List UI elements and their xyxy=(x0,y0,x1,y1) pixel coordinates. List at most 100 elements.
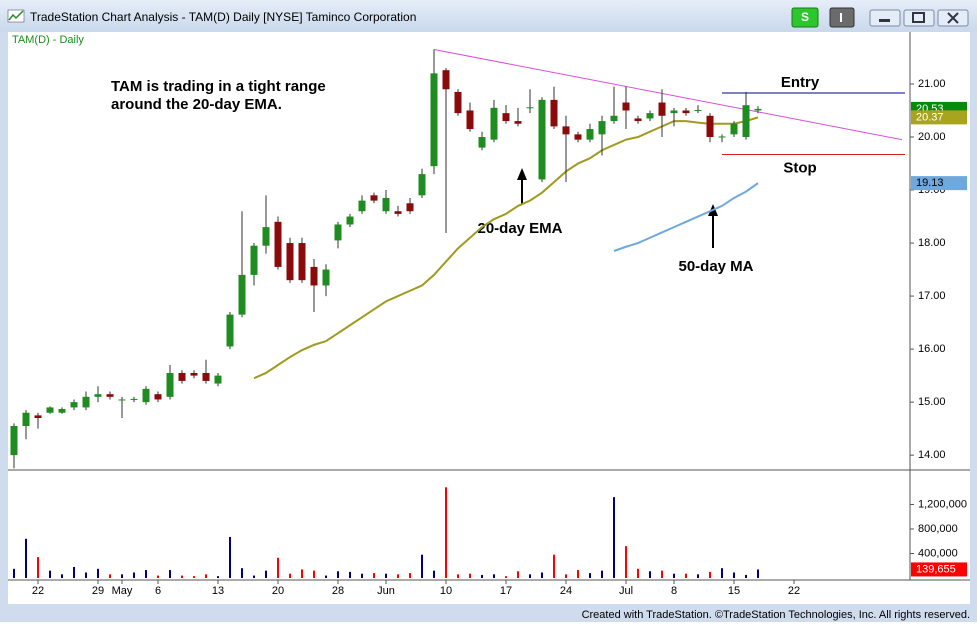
candle-body xyxy=(298,243,306,281)
candle-body xyxy=(598,121,606,135)
candle-body xyxy=(202,372,210,381)
candle-body xyxy=(142,388,150,403)
candle-body xyxy=(478,136,486,148)
minimize-button[interactable] xyxy=(869,9,901,27)
candle-body xyxy=(238,274,246,315)
candle-body xyxy=(46,407,54,413)
candle-body xyxy=(322,269,330,286)
candle-body xyxy=(538,99,546,180)
last-value-label: 139,655 xyxy=(916,563,956,575)
x-tick-label: 8 xyxy=(671,585,677,597)
footer: Created with TradeStation. ©TradeStation… xyxy=(582,609,970,621)
last-value-marker xyxy=(911,562,967,577)
x-tick-label: 6 xyxy=(155,585,161,597)
candle-body xyxy=(694,109,702,111)
candle-body xyxy=(550,99,558,127)
x-tick-label: 20 xyxy=(272,585,284,597)
y-tick-label: 15.00 xyxy=(918,396,946,408)
candle-body xyxy=(658,102,666,116)
x-tick-label: Jul xyxy=(619,585,633,597)
x-tick-label: 22 xyxy=(32,585,44,597)
last-value-marker xyxy=(911,110,967,125)
candle-body xyxy=(418,174,426,196)
restore-icon xyxy=(912,12,925,23)
x-tick-label: 28 xyxy=(332,585,344,597)
candle-body xyxy=(586,129,594,140)
ema-annotation: 20-day EMA xyxy=(477,220,562,237)
candle-body xyxy=(82,396,90,408)
app-icon xyxy=(7,9,25,23)
y-tick-label: 16.00 xyxy=(918,343,946,355)
candle-body xyxy=(430,73,438,167)
y-tick-label: 14.00 xyxy=(918,449,946,461)
candle-body xyxy=(70,402,78,408)
candle-body xyxy=(154,394,162,400)
candle-body xyxy=(190,372,198,376)
indicator-button-icon xyxy=(840,13,842,22)
level-label: Entry xyxy=(781,74,820,91)
y-tick-label: 1,200,000 xyxy=(918,498,967,510)
candle-body xyxy=(334,224,342,241)
x-tick-label: May xyxy=(112,585,133,597)
x-tick-label: 10 xyxy=(440,585,452,597)
y-tick-label: 800,000 xyxy=(918,523,958,535)
x-tick-label: 17 xyxy=(500,585,512,597)
candle-body xyxy=(34,415,42,419)
candle-body xyxy=(646,113,654,119)
candle-body xyxy=(262,227,270,246)
y-tick-label: 20.00 xyxy=(918,131,946,143)
footer-bar xyxy=(8,604,970,622)
annotation-line: TAM is trading in a tight range xyxy=(111,78,326,95)
candle-body xyxy=(130,398,138,400)
candle-body xyxy=(682,110,690,114)
candle-body xyxy=(346,216,354,225)
candle-body xyxy=(454,91,462,114)
y-tick-label: 400,000 xyxy=(918,547,958,559)
candle-body xyxy=(370,195,378,201)
candle-body xyxy=(250,245,258,275)
candle-body xyxy=(562,126,570,135)
y-tick-label: 17.00 xyxy=(918,290,946,302)
trendline xyxy=(433,49,903,141)
ma-annotation: 50-day MA xyxy=(678,258,753,275)
candle-body xyxy=(118,399,126,401)
candle-body xyxy=(214,375,222,384)
candle-body xyxy=(358,200,366,212)
last-value-label: 19.13 xyxy=(916,177,944,189)
candle-body xyxy=(490,107,498,140)
candle-body xyxy=(502,113,510,122)
candle-body xyxy=(622,102,630,111)
y-tick-label: 21.00 xyxy=(918,78,946,90)
candle-body xyxy=(166,372,174,397)
candle-body xyxy=(526,107,534,109)
candle-body xyxy=(514,121,522,124)
x-tick-label: 24 xyxy=(560,585,572,597)
candle-body xyxy=(394,211,402,214)
x-tick-label: 13 xyxy=(212,585,224,597)
strategy-button-label[interactable]: S xyxy=(801,10,809,24)
candle-body xyxy=(718,136,726,138)
candle-body xyxy=(286,243,294,281)
candle-body xyxy=(106,394,114,397)
x-tick-label: Jun xyxy=(377,585,395,597)
candle-body xyxy=(574,134,582,140)
x-tick-label: 29 xyxy=(92,585,104,597)
candle-body xyxy=(22,412,30,426)
restore-button[interactable] xyxy=(903,9,935,27)
x-tick-label: 22 xyxy=(788,585,800,597)
candle-body xyxy=(610,115,618,122)
candle-body xyxy=(226,314,234,347)
last-value-label: 20.37 xyxy=(916,111,944,123)
level-label: Stop xyxy=(783,159,816,176)
indicator-line xyxy=(613,182,759,252)
candle-body xyxy=(670,110,678,114)
candle-body xyxy=(178,372,186,381)
strategy-button[interactable] xyxy=(791,7,819,28)
candle-body xyxy=(730,123,738,135)
candle-body xyxy=(58,409,66,413)
annotation-line: around the 20-day EMA. xyxy=(111,96,282,113)
last-value-marker xyxy=(911,176,967,191)
candle-body xyxy=(382,197,390,212)
candle-body xyxy=(406,203,414,212)
